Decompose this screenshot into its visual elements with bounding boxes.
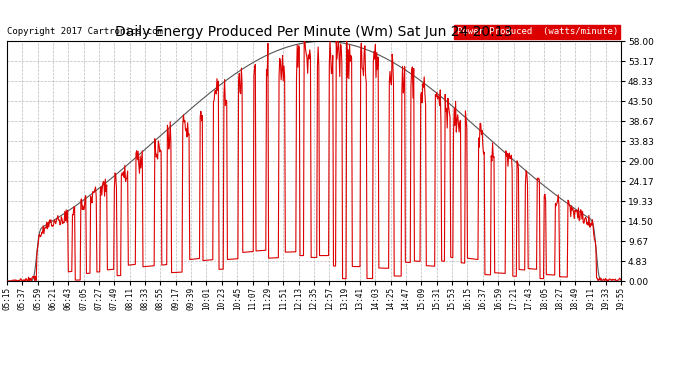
Title: Daily Energy Produced Per Minute (Wm) Sat Jun 24 20:13: Daily Energy Produced Per Minute (Wm) Sa… [115,25,513,39]
Text: Power Produced  (watts/minute): Power Produced (watts/minute) [457,27,618,36]
Text: Copyright 2017 Cartronics.com: Copyright 2017 Cartronics.com [7,27,163,36]
